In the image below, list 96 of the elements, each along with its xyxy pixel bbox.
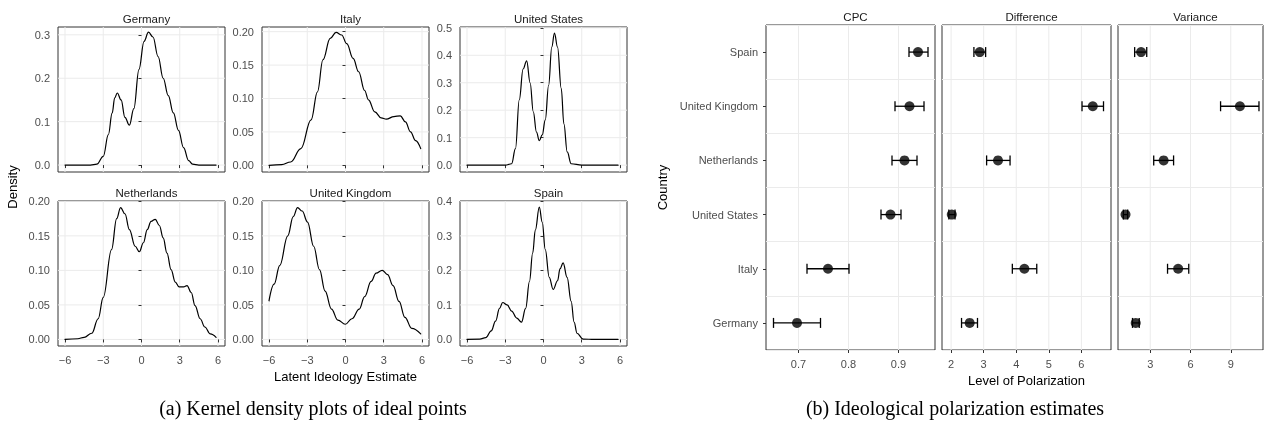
y-tick-label: 0.00 (28, 333, 50, 346)
x-tick-label: 6 (418, 353, 426, 366)
x-tick-label: 0 (540, 353, 547, 366)
x-tick-label: −3 (498, 353, 512, 366)
line-series (466, 32, 619, 166)
y-tick-label: 0.15 (232, 59, 254, 72)
x-tick-label: 6 (1187, 357, 1194, 370)
line-series (64, 31, 217, 166)
point (904, 101, 915, 112)
point (1158, 155, 1169, 166)
y-tick-label: 0.5 (436, 21, 452, 34)
point (964, 317, 975, 328)
chart-title: Variance (1173, 11, 1218, 23)
x-axis-title: Latent Ideology Estimate (273, 368, 418, 384)
point (899, 155, 910, 166)
y-tick-label: Italy (737, 262, 759, 275)
y-tick-label: 0.20 (232, 25, 254, 38)
x-tick-label: 0.8 (840, 357, 857, 370)
y-tick-label: 0.20 (232, 195, 254, 208)
y-tick-label: Netherlands (698, 154, 759, 167)
point (823, 263, 833, 274)
x-tick-label: 3 (980, 357, 987, 370)
y-tick-label: 0.20 (28, 195, 50, 208)
text: (a) Kernel density plots of ideal points (159, 397, 467, 420)
x-tick-label: 6 (1078, 357, 1085, 370)
x-tick-label: 3 (380, 353, 387, 366)
x-tick-label: −6 (262, 353, 276, 366)
x-axis-title: Level of Polarization (967, 372, 1086, 388)
chart-title: Netherlands (115, 187, 178, 199)
x-tick-label: 6 (616, 353, 624, 366)
y-tick-label: 0.05 (28, 298, 50, 311)
y-tick-label: 0.3 (34, 28, 50, 41)
x-tick-label: 2 (948, 357, 955, 370)
y-tick-label: United Kingdom (679, 100, 758, 113)
point (1087, 101, 1098, 112)
y-tick-label: 0.1 (34, 115, 50, 128)
chart-title: Spain (533, 187, 564, 199)
y-tick-label: 0.00 (232, 159, 254, 172)
y-axis-title: Country (654, 164, 670, 211)
x-tick-label: −3 (300, 353, 314, 366)
y-tick-label: 0.1 (436, 131, 452, 144)
y-tick-label: 0.4 (436, 195, 452, 208)
line-series (64, 206, 217, 341)
point (1234, 101, 1245, 112)
x-tick-label: −3 (96, 353, 110, 366)
y-tick-label: 0.2 (436, 104, 452, 117)
line-series (268, 206, 422, 335)
x-tick-label: 0.9 (890, 357, 907, 370)
y-tick-label: 0.1 (436, 298, 452, 311)
y-tick-label: 0.05 (232, 125, 254, 138)
point (993, 155, 1004, 166)
y-tick-label: 0.05 (232, 298, 254, 311)
y-tick-label: 0.10 (28, 264, 50, 277)
text: (b) Ideological polarization estimates (805, 397, 1105, 420)
x-tick-label: −6 (460, 353, 474, 366)
chart-title: CPC (843, 11, 868, 23)
y-tick-label: Germany (712, 316, 759, 329)
y-tick-label: 0.3 (436, 229, 452, 242)
y-tick-label: 0.0 (436, 333, 452, 346)
x-tick-label: 4 (1013, 357, 1020, 370)
x-tick-label: 0 (342, 353, 349, 366)
y-tick-label: 0.00 (232, 333, 254, 346)
x-tick-label: 3 (176, 353, 183, 366)
point (1173, 263, 1184, 274)
y-tick-label: 0.2 (436, 264, 452, 277)
y-tick-label: 0.10 (232, 92, 254, 105)
x-tick-label: 9 (1227, 357, 1234, 370)
y-tick-label: 0.15 (28, 229, 50, 242)
y-tick-label: 0.2 (34, 72, 50, 85)
y-tick-label: 0.0 (34, 159, 50, 172)
x-tick-label: 3 (578, 353, 585, 366)
chart-title: Difference (1005, 11, 1058, 23)
y-tick-label: 0.15 (232, 229, 254, 242)
y-tick-label: 0.4 (436, 49, 452, 62)
x-tick-label: 5 (1045, 357, 1052, 370)
x-tick-label: −6 (58, 353, 72, 366)
y-tick-label: 0.0 (436, 159, 452, 172)
x-tick-label: 0.7 (790, 357, 807, 370)
chart-title: United States (513, 13, 584, 25)
chart-title: Italy (339, 13, 362, 25)
x-tick-label: 3 (1147, 357, 1154, 370)
point (792, 317, 802, 328)
line-series (268, 31, 422, 166)
y-axis-title: Density (4, 165, 20, 209)
point (1019, 263, 1030, 274)
x-tick-label: 6 (214, 353, 222, 366)
chart-title: United Kingdom (309, 187, 392, 199)
y-tick-label: United States (691, 208, 759, 221)
line-series (466, 206, 619, 341)
y-tick-label: 0.3 (436, 76, 452, 89)
y-tick-label: Spain (729, 46, 758, 59)
x-tick-label: 0 (138, 353, 145, 366)
point (913, 47, 923, 58)
chart-title: Germany (122, 13, 171, 25)
point (885, 209, 896, 220)
y-tick-label: 0.10 (232, 264, 254, 277)
